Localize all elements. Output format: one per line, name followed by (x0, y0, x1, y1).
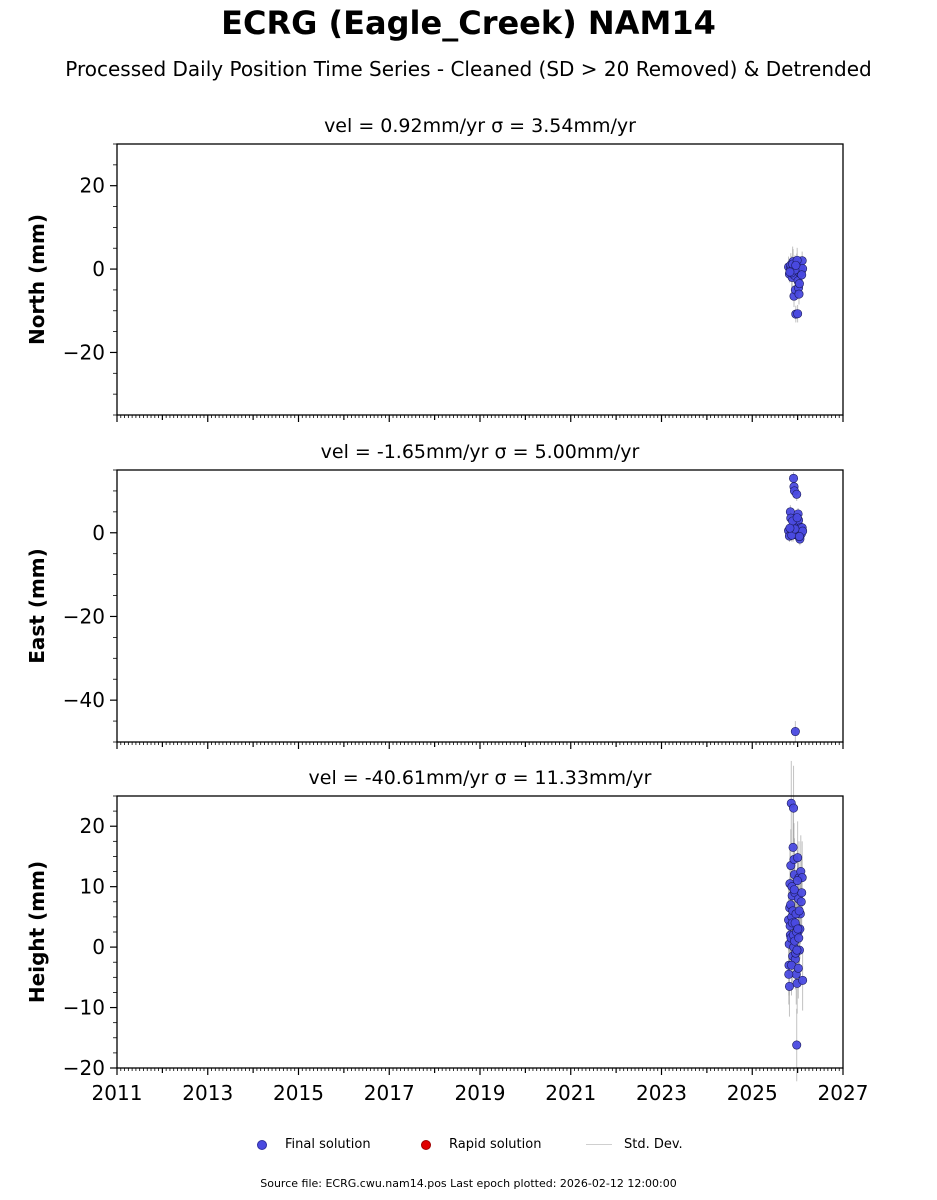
y-axis-label: North (mm) (25, 214, 49, 345)
y-tick-label: −10 (63, 996, 105, 1020)
data-point (792, 876, 802, 886)
data-point (791, 260, 801, 270)
data-point (785, 523, 795, 533)
chart-panel-2: vel = -1.65mm/yr σ = 5.00mm/yr East (mm) 0… (25, 441, 844, 749)
x-tick-label: 2027 (818, 1081, 869, 1105)
y-tick-label: 0 (92, 257, 105, 281)
y-tick-label: −20 (63, 1056, 105, 1080)
legend-label-final: Final solution (285, 1137, 371, 1152)
plot-frame (116, 469, 844, 743)
x-tick-label: 2021 (545, 1081, 596, 1105)
legend-label-stddev: Std. Dev. (624, 1137, 683, 1152)
plot-frame (116, 143, 844, 416)
data-point (790, 727, 800, 737)
y-tick-label: −20 (63, 340, 105, 364)
x-tick-label: 2023 (636, 1081, 687, 1105)
y-axis-label: East (mm) (25, 548, 49, 664)
legend-item-stddev: Std. Dev. (586, 1137, 683, 1152)
data-point (796, 897, 806, 907)
x-tick-label: 2017 (364, 1081, 415, 1105)
data-point (797, 270, 807, 280)
legend-label-rapid: Rapid solution (449, 1137, 542, 1152)
x-tick-label: 2025 (727, 1081, 778, 1105)
y-tick-label: 20 (80, 814, 105, 838)
panel-title: vel = 0.92mm/yr σ = 3.54mm/yr (324, 115, 636, 137)
data-point (797, 888, 807, 898)
data-point (794, 532, 804, 542)
data-point (794, 279, 804, 289)
data-point (798, 975, 808, 985)
x-tick-label: 2019 (455, 1081, 506, 1105)
data-point (793, 924, 803, 934)
source-footer: Source file: ECRG.cwu.nam14.pos Last epo… (260, 1177, 677, 1190)
data-point (792, 513, 802, 523)
y-tick-label: 10 (80, 875, 105, 899)
data-point (794, 906, 804, 916)
y-tick-label: 20 (80, 174, 105, 198)
y-tick-label: −40 (63, 688, 105, 712)
data-point (792, 945, 802, 955)
legend-item-final: Final solution (257, 1137, 371, 1152)
data-point (794, 289, 804, 299)
std-dev-line-icon (586, 1144, 612, 1145)
data-point (784, 981, 794, 991)
chart-subtitle: Processed Daily Position Time Series - C… (65, 57, 872, 81)
x-tick-label: 2011 (92, 1081, 143, 1105)
x-tick-label: 2015 (273, 1081, 324, 1105)
data-point (794, 933, 804, 943)
rapid-solution-marker-icon (421, 1139, 431, 1150)
data-point (785, 267, 795, 277)
chart-title: ECRG (Eagle_Creek) NAM14 (221, 4, 716, 42)
final-solution-marker-icon (257, 1139, 267, 1150)
data-point (784, 969, 794, 979)
data-point (793, 853, 803, 863)
panel-title: vel = -1.65mm/yr σ = 5.00mm/yr (321, 441, 640, 463)
chart-panel-1: vel = 0.92mm/yr σ = 3.54mm/yr North (mm) 2… (25, 115, 844, 422)
data-point (793, 963, 803, 973)
x-tick-label: 2013 (182, 1081, 233, 1105)
plot-frame (116, 795, 844, 1069)
y-axis-label: Height (mm) (25, 861, 49, 1003)
data-point (792, 1040, 802, 1050)
data-point (792, 489, 802, 499)
data-point (789, 885, 799, 895)
y-tick-label: 0 (92, 935, 105, 959)
panel-title: vel = -40.61mm/yr σ = 11.33mm/yr (309, 767, 652, 789)
data-point (789, 803, 799, 813)
data-point (789, 473, 799, 483)
data-point (788, 842, 798, 852)
y-tick-label: −20 (63, 604, 105, 628)
chart-panel-3: vel = -40.61mm/yr σ = 11.33mm/yr Height (… (25, 760, 869, 1105)
data-point (793, 309, 803, 319)
legend: Final solution Rapid solution Std. Dev. (0, 1137, 937, 1157)
y-tick-label: 0 (92, 521, 105, 545)
legend-item-rapid: Rapid solution (421, 1137, 541, 1152)
